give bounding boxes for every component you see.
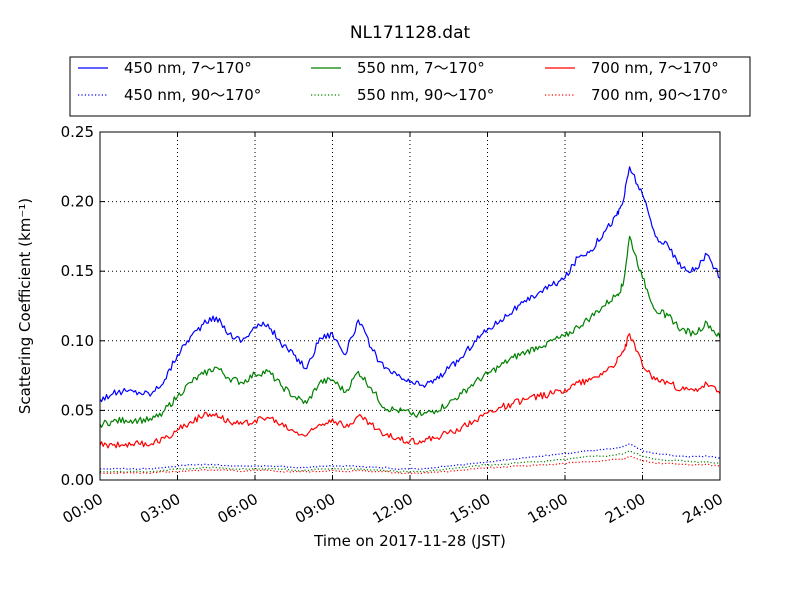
y-axis-title: Scattering Coefficient (km⁻¹) bbox=[16, 198, 34, 414]
y-tick-label: 0.10 bbox=[61, 332, 94, 350]
y-tick-label: 0.15 bbox=[61, 262, 94, 280]
legend-label: 550 nm, 7～170° bbox=[357, 59, 485, 77]
y-tick-labels: 0.00 0.05 0.10 0.15 0.20 0.25 bbox=[61, 123, 94, 489]
legend-item: 700 nm, 7～170° bbox=[545, 59, 719, 77]
y-tick-label: 0.05 bbox=[61, 401, 94, 419]
legend-item: 700 nm, 90～170° bbox=[545, 86, 728, 104]
legend-label: 700 nm, 7～170° bbox=[591, 59, 719, 77]
y-tick-label: 0.20 bbox=[61, 193, 94, 211]
y-tick-label: 0.25 bbox=[61, 123, 94, 141]
legend-label: 700 nm, 90～170° bbox=[591, 86, 728, 104]
legend-label: 450 nm, 7～170° bbox=[124, 59, 252, 77]
grid-lines bbox=[100, 132, 720, 480]
legend-box bbox=[69, 56, 751, 117]
plot-area: 00:00 03:00 06:00 09:00 12:00 15:00 18:00 21:00… bbox=[60, 123, 726, 527]
series-line-6 bbox=[99, 455, 721, 475]
legend-item: 550 nm, 7～170° bbox=[311, 59, 485, 77]
series-lines bbox=[99, 166, 721, 475]
legend-label: 450 nm, 90～170° bbox=[124, 86, 261, 104]
legend-item: 450 nm, 7～170° bbox=[78, 59, 252, 77]
series-line-5 bbox=[99, 333, 721, 449]
legend: 450 nm, 7～170° 550 nm, 7～170° 700 nm, 7～17… bbox=[69, 56, 751, 117]
chart-title: NL171128.dat bbox=[350, 23, 471, 43]
series-line-1 bbox=[99, 166, 721, 403]
legend-label: 550 nm, 90～170° bbox=[357, 86, 494, 104]
legend-item: 550 nm, 90～170° bbox=[311, 86, 494, 104]
axis-ticks bbox=[99, 131, 721, 481]
series-line-3 bbox=[99, 235, 721, 428]
legend-item: 450 nm, 90～170° bbox=[78, 86, 261, 104]
plot-background bbox=[100, 132, 720, 480]
y-tick-label: 0.00 bbox=[61, 471, 94, 489]
series-line-4 bbox=[100, 450, 721, 473]
x-axis-title: Time on 2017-11-28 (JST) bbox=[313, 532, 506, 550]
